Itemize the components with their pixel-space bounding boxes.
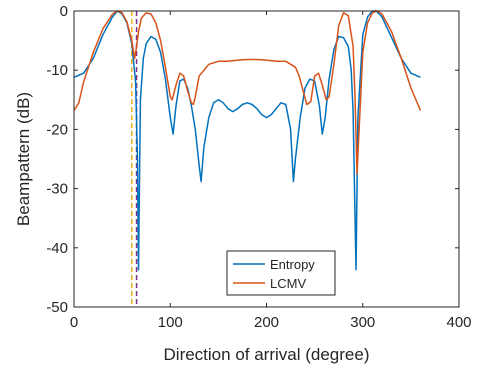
y-tick-label: -30 bbox=[46, 181, 68, 198]
y-tick-label: -50 bbox=[46, 299, 68, 316]
x-tick-label: 0 bbox=[70, 314, 78, 331]
x-tick-label: 300 bbox=[350, 314, 375, 331]
x-tick-label: 400 bbox=[446, 314, 471, 331]
series-lines bbox=[73, 10, 422, 271]
y-axis-ticks: -50 -40 -30 -20 -10 0 bbox=[46, 3, 459, 316]
legend-label: Entropy bbox=[270, 257, 315, 272]
y-tick-label: -20 bbox=[46, 121, 68, 138]
y-tick-label: -40 bbox=[46, 240, 68, 257]
legend-label: LCMV bbox=[270, 276, 306, 291]
y-tick-label: 0 bbox=[60, 3, 68, 20]
x-axis-label: Direction of arrival (degree) bbox=[164, 345, 370, 364]
legend: Entropy LCMV bbox=[226, 250, 336, 296]
y-axis-label: Beampattern (dB) bbox=[14, 92, 33, 226]
legend-box bbox=[226, 250, 336, 296]
y-tick-label: -10 bbox=[46, 62, 68, 79]
series-line-lcmv bbox=[73, 10, 422, 175]
series-line-entropy bbox=[73, 10, 421, 271]
reference-lines bbox=[131, 11, 138, 307]
x-axis-ticks: 0 100 200 300 400 bbox=[70, 11, 472, 331]
x-tick-label: 200 bbox=[254, 314, 279, 331]
x-tick-label: 100 bbox=[158, 314, 183, 331]
